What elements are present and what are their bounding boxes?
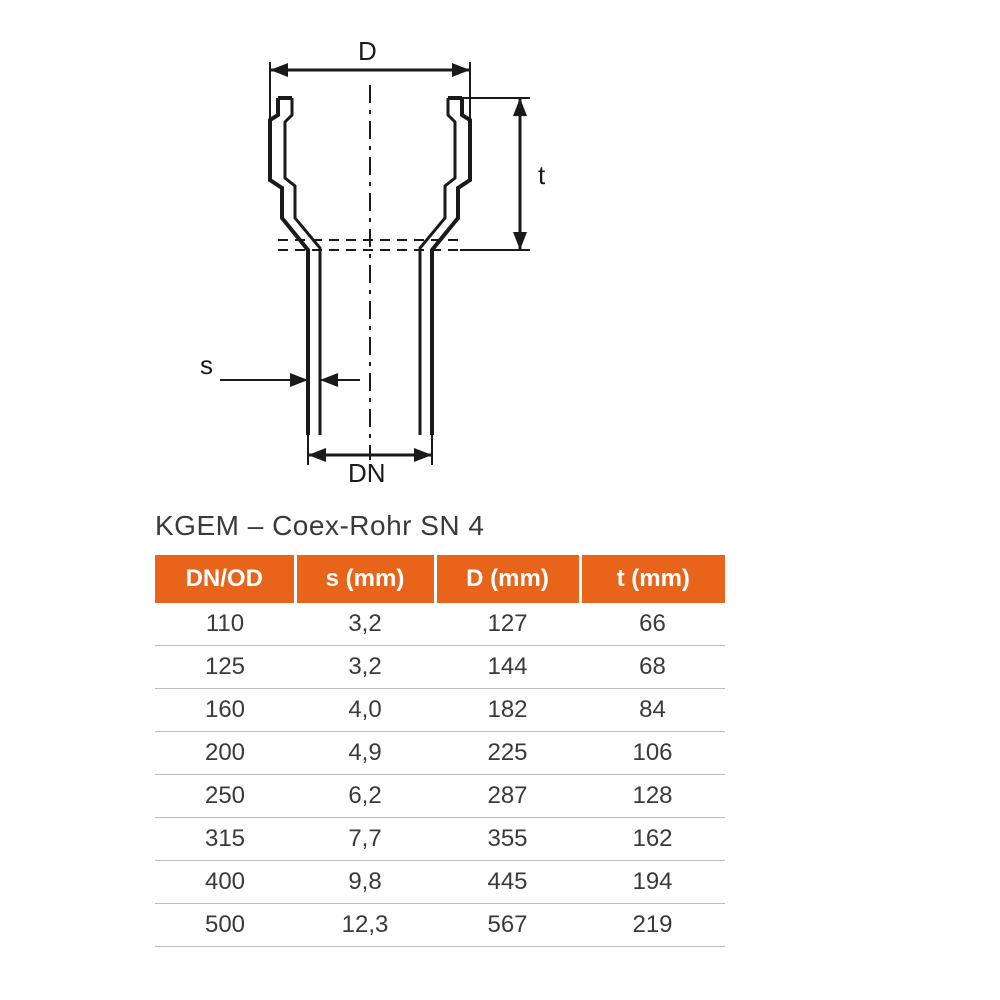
col-header-dnod: DN/OD [155,555,295,603]
table-cell: 7,7 [295,818,435,861]
table-cell: 194 [580,861,725,904]
table-cell: 12,3 [295,904,435,947]
table-row: 2506,2287128 [155,775,725,818]
table-cell: 160 [155,689,295,732]
table-cell: 6,2 [295,775,435,818]
table-header-row: DN/OD s (mm) D (mm) t (mm) [155,555,725,603]
col-header-t: t (mm) [580,555,725,603]
table-row: 3157,7355162 [155,818,725,861]
table-cell: 68 [580,646,725,689]
table-cell: 9,8 [295,861,435,904]
table-row: 1253,214468 [155,646,725,689]
table-row: 50012,3567219 [155,904,725,947]
dim-label-t: t [538,160,545,191]
table-cell: 500 [155,904,295,947]
table-cell: 182 [435,689,580,732]
table-cell: 106 [580,732,725,775]
dim-label-D: D [358,36,377,67]
table-cell: 287 [435,775,580,818]
table-cell: 110 [155,603,295,646]
specs-table: DN/OD s (mm) D (mm) t (mm) 1103,21276612… [155,555,725,947]
table-cell: 125 [155,646,295,689]
table-cell: 225 [435,732,580,775]
table-row: 2004,9225106 [155,732,725,775]
table-cell: 3,2 [295,603,435,646]
table-row: 1604,018284 [155,689,725,732]
col-header-D: D (mm) [435,555,580,603]
table-cell: 127 [435,603,580,646]
col-header-s: s (mm) [295,555,435,603]
table-cell: 4,9 [295,732,435,775]
table-cell: 4,0 [295,689,435,732]
table-cell: 66 [580,603,725,646]
table-row: 1103,212766 [155,603,725,646]
table-cell: 250 [155,775,295,818]
table-cell: 162 [580,818,725,861]
table-cell: 355 [435,818,580,861]
table-cell: 84 [580,689,725,732]
dim-label-DN: DN [348,458,386,489]
table-cell: 128 [580,775,725,818]
table-cell: 315 [155,818,295,861]
table-cell: 219 [580,904,725,947]
dim-label-s: s [200,350,213,381]
table-cell: 400 [155,861,295,904]
table-cell: 567 [435,904,580,947]
table-cell: 3,2 [295,646,435,689]
pipe-diagram: D t s DN [160,40,660,470]
table-row: 4009,8445194 [155,861,725,904]
table-cell: 445 [435,861,580,904]
table-cell: 200 [155,732,295,775]
table-title: KGEM – Coex-Rohr SN 4 [155,510,485,542]
table-cell: 144 [435,646,580,689]
